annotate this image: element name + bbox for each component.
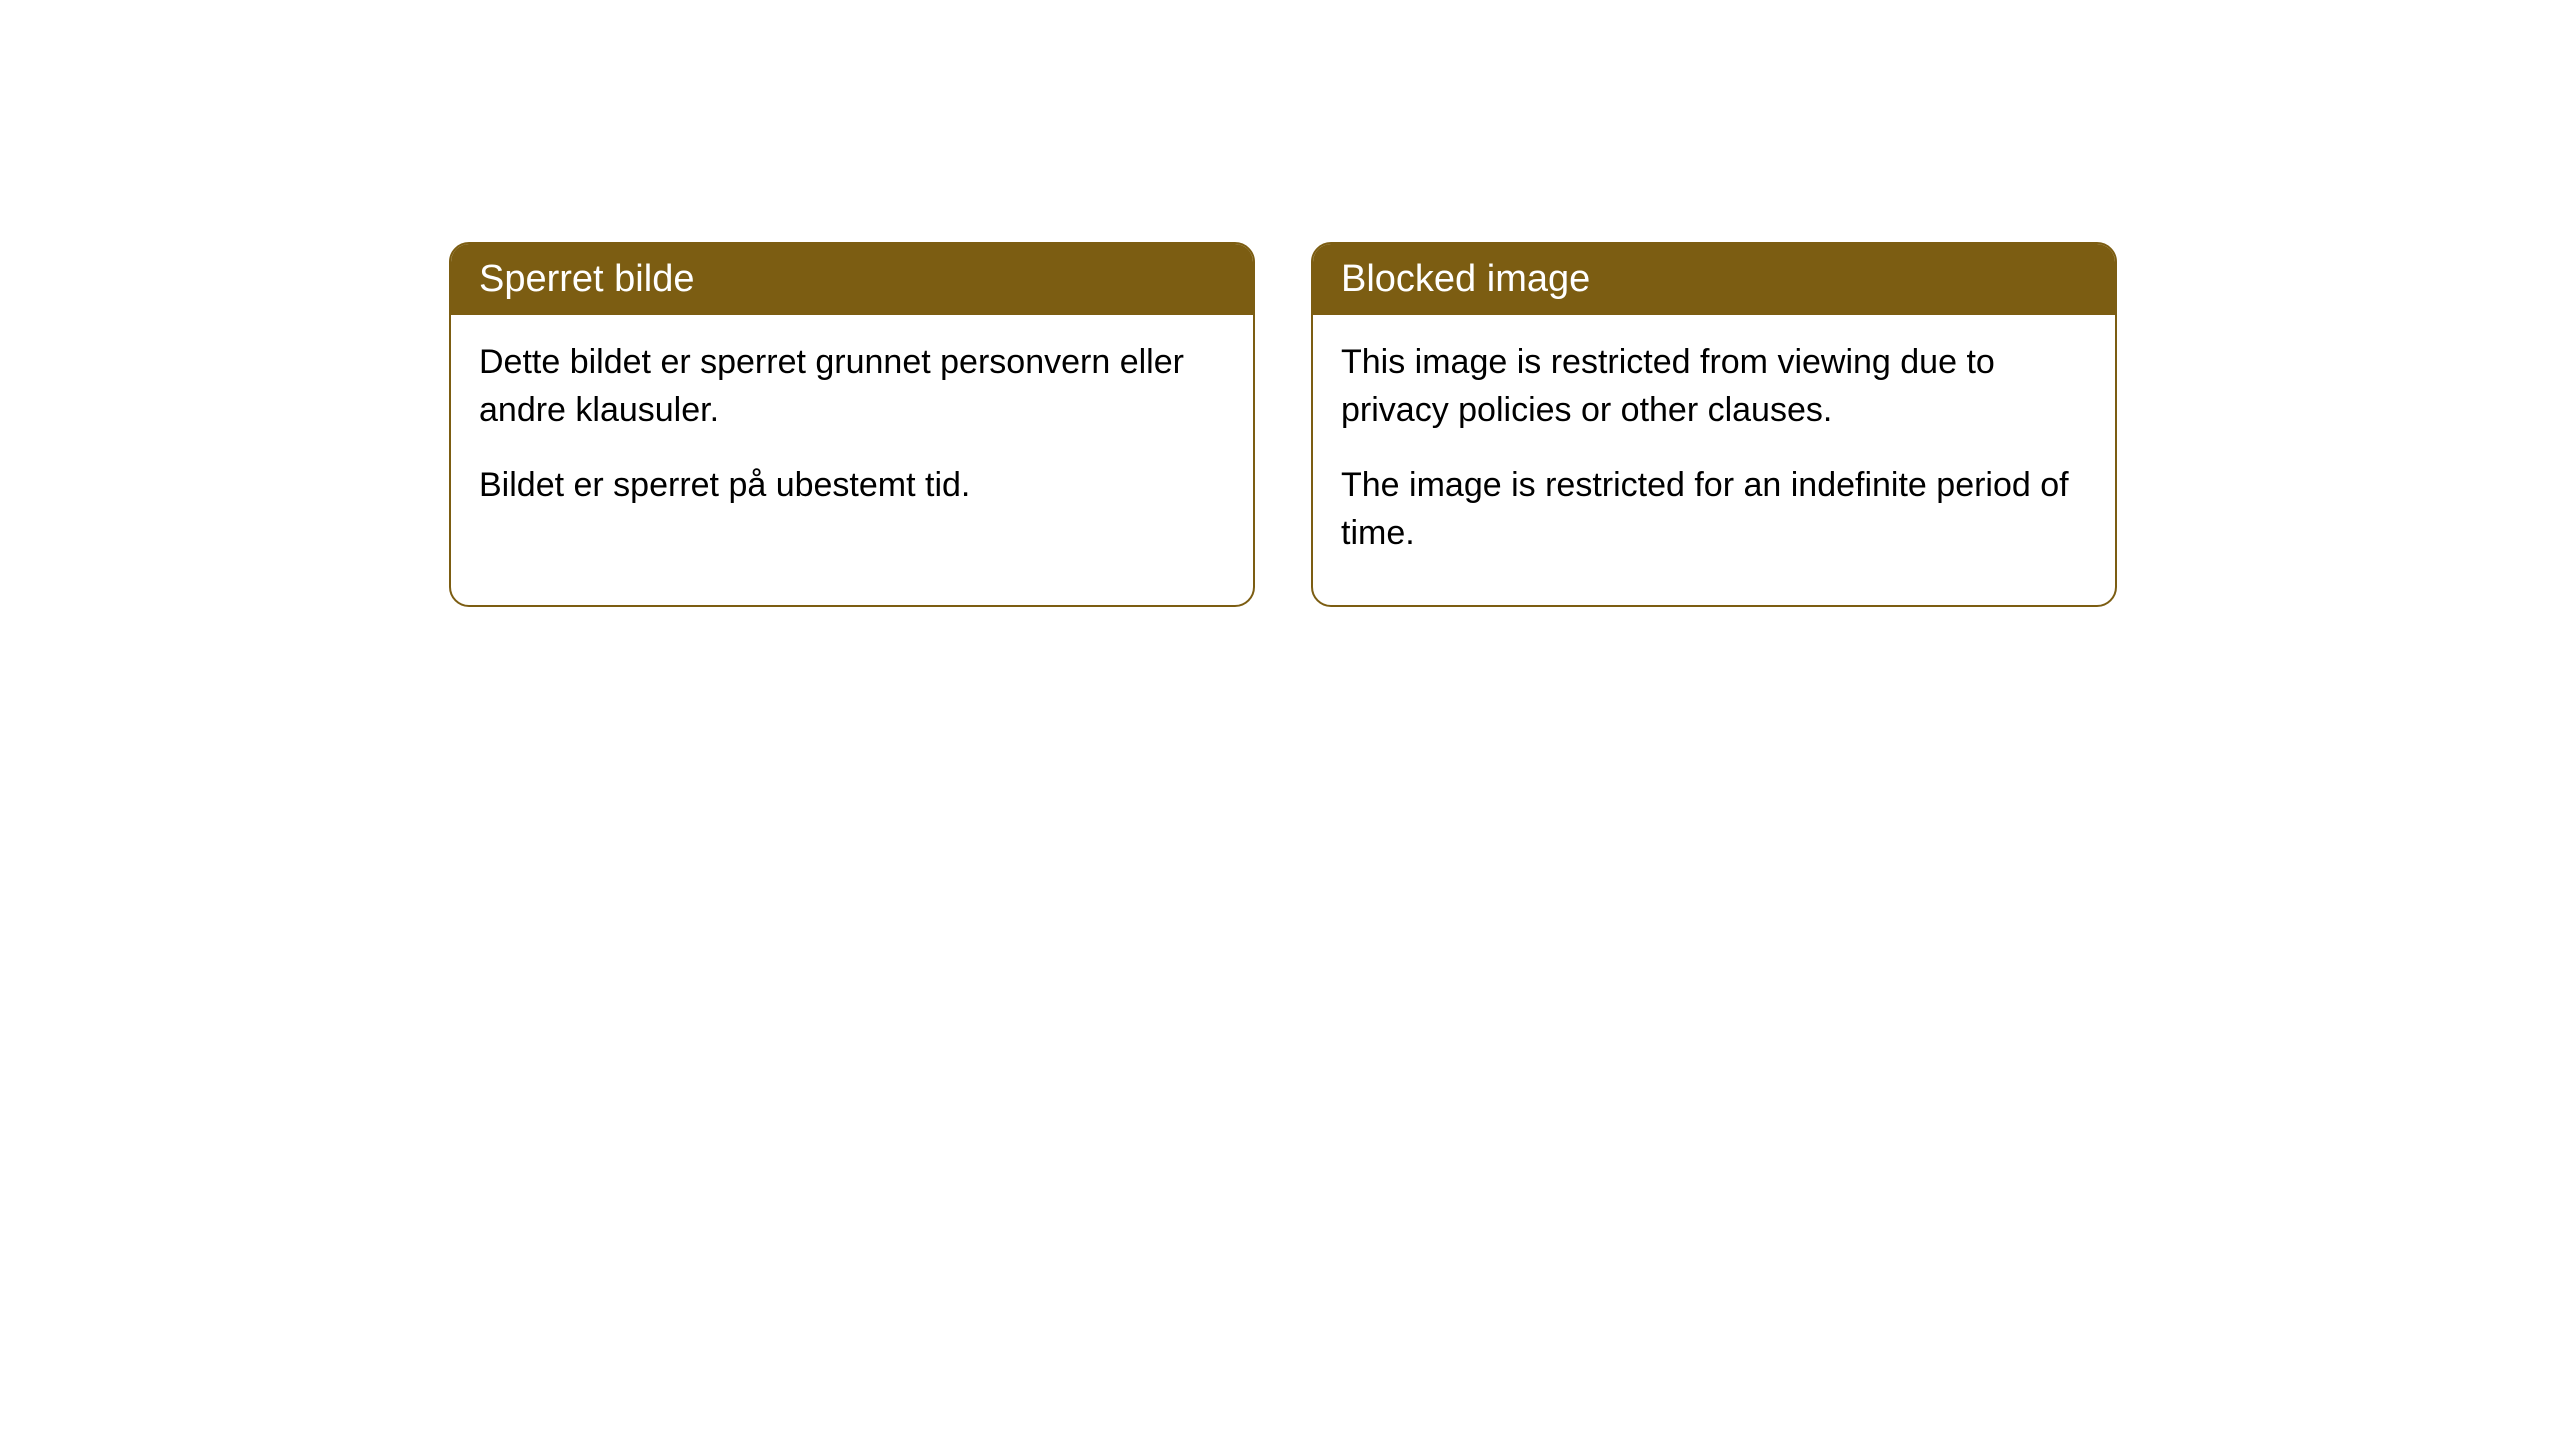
- notice-cards-container: Sperret bilde Dette bildet er sperret gr…: [449, 242, 2117, 607]
- blocked-image-card-norwegian: Sperret bilde Dette bildet er sperret gr…: [449, 242, 1255, 607]
- card-paragraph-2: Bildet er sperret på ubestemt tid.: [479, 462, 1225, 510]
- card-paragraph-1: Dette bildet er sperret grunnet personve…: [479, 339, 1225, 434]
- card-header-norwegian: Sperret bilde: [451, 244, 1253, 315]
- blocked-image-card-english: Blocked image This image is restricted f…: [1311, 242, 2117, 607]
- card-title: Sperret bilde: [479, 258, 694, 300]
- card-body-norwegian: Dette bildet er sperret grunnet personve…: [451, 315, 1253, 558]
- card-paragraph-1: This image is restricted from viewing du…: [1341, 339, 2087, 434]
- card-header-english: Blocked image: [1313, 244, 2115, 315]
- card-body-english: This image is restricted from viewing du…: [1313, 315, 2115, 605]
- card-paragraph-2: The image is restricted for an indefinit…: [1341, 462, 2087, 557]
- card-title: Blocked image: [1341, 258, 1590, 300]
